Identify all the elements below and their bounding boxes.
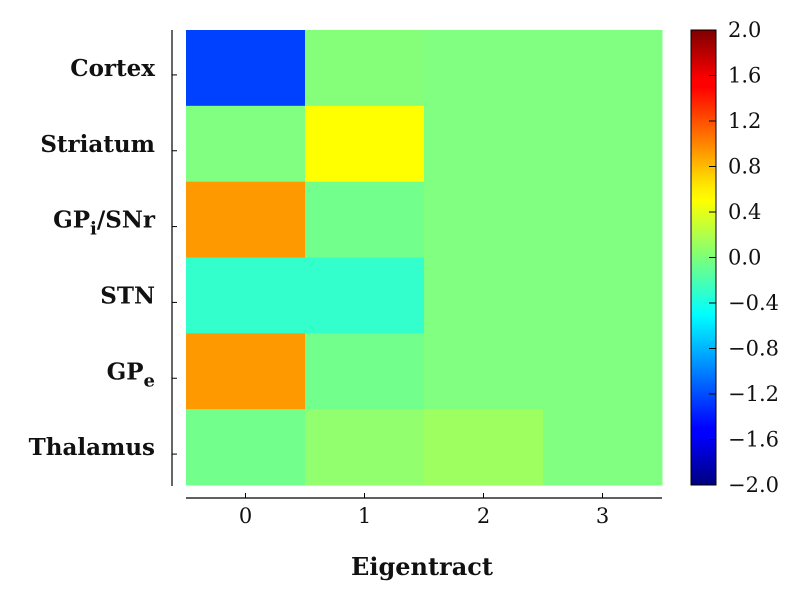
heatmap-cell [305,105,425,183]
heatmap-cell [186,30,306,107]
heatmap-cell [543,181,663,258]
y-tick-label: GPi/SNr [53,207,156,240]
y-ticks [172,74,177,455]
heatmap-cell [543,30,663,107]
heatmap-cell [305,409,425,486]
heatmap-cell [186,105,306,183]
colorbar-tick-label: 0.8 [728,155,761,179]
x-tick-labels: 0 1 2 3 [239,504,609,528]
heatmap-cell [186,409,306,486]
colorbar-tick-label: 0.0 [728,246,761,270]
y-tick-label: Striatum [40,131,155,158]
colorbar-ticks: 2.0 1.6 1.2 0.8 0.4 0.0 −0.4 −0.8 −1.2 −1.6 −2.0 [709,18,779,497]
heatmap-cell [543,333,663,410]
y-tick-label: Cortex [70,55,155,82]
x-tick-label: 1 [358,504,371,528]
heatmap-cell [305,257,425,334]
colorbar-tick-label: −2.0 [728,473,779,497]
colorbar-tick-label: 2.0 [728,18,761,42]
colorbar-tick-label: −1.6 [728,428,779,452]
heatmap-cell [305,181,425,258]
heatmap-cell [543,105,663,183]
heatmap-cell [305,30,425,107]
x-tick-label: 2 [477,504,490,528]
colorbar-tick-label: −0.4 [728,291,779,315]
y-tick-label: GPe [107,358,155,391]
colorbar-tick-label: 1.6 [728,64,761,88]
x-axis-title: Eigentract [351,552,493,581]
heatmap-cell [543,409,663,486]
x-tick-label: 3 [596,504,609,528]
heatmap-cell [305,333,425,410]
heatmap-cell [186,181,306,258]
heatmap-cells [186,30,663,486]
colorbar-tick-label: 0.4 [728,200,761,224]
x-ticks [245,493,603,498]
y-tick-label: STN [100,282,155,309]
colorbar-tick-label: 1.2 [728,109,761,133]
heatmap-cell [424,409,544,486]
y-tick-labels: Cortex Striatum GPi/SNr STN GPe Thalamus [29,55,156,461]
heatmap-cell [186,333,306,410]
heatmap-cell [424,105,544,183]
heatmap-cell [543,257,663,334]
heatmap-cell [424,333,544,410]
x-tick-label: 0 [239,504,252,528]
heatmap-cell [186,257,306,334]
heatmap-cell [424,181,544,258]
y-tick-label: Thalamus [29,434,155,461]
colorbar-tick-label: −0.8 [728,337,779,361]
heatmap-cell [424,30,544,107]
colorbar-tick-label: −1.2 [728,382,779,406]
heatmap-cell [424,257,544,334]
